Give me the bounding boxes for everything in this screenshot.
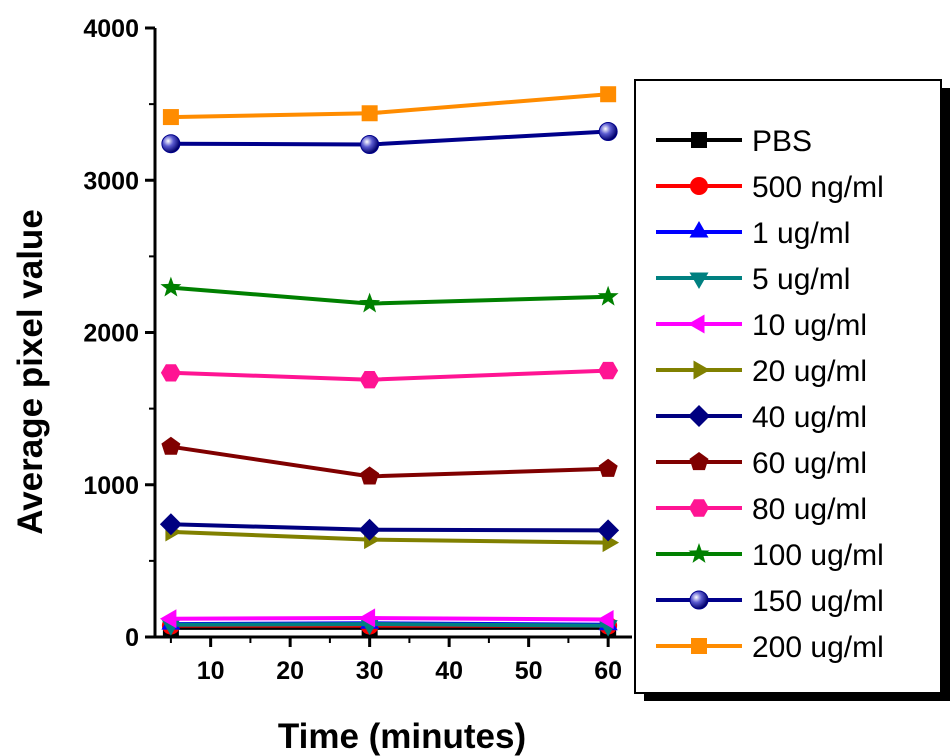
series-60-ug-ml xyxy=(161,436,618,485)
legend-marker-pbs xyxy=(691,132,707,148)
legend-label-40-ug-ml: 40 ug/ml xyxy=(752,401,867,434)
data-point-40-ug-ml xyxy=(159,513,182,536)
legend-marker-60-ug-ml xyxy=(689,452,709,471)
data-point-40-ug-ml xyxy=(597,519,620,542)
data-point-150-ug-ml xyxy=(161,134,181,154)
data-point-100-ug-ml xyxy=(597,285,619,306)
legend-label-1-ug-ml: 1 ug/ml xyxy=(752,217,850,250)
legend-item-60-ug-ml: 60 ug/ml xyxy=(656,447,867,480)
legend-label-10-ug-ml: 10 ug/ml xyxy=(752,309,867,342)
data-point-150-ug-ml xyxy=(598,122,618,142)
series-line-20-ug-ml xyxy=(170,529,609,545)
series-line-60-ug-ml xyxy=(170,444,609,479)
legend-item-40-ug-ml: 40 ug/ml xyxy=(656,401,867,434)
legend-item-100-ug-ml: 100 ug/ml xyxy=(656,539,884,572)
legend-label-20-ug-ml: 20 ug/ml xyxy=(752,355,867,388)
data-point-60-ug-ml xyxy=(598,458,618,477)
y-tick-label: 4000 xyxy=(83,15,139,43)
axis-ticks: 0 1000 2000 3000 4000 10 20 30 40 50 60 xyxy=(83,15,622,685)
legend-label-80-ug-ml: 80 ug/ml xyxy=(752,493,867,526)
legend-label-pbs: PBS xyxy=(752,125,812,158)
legend-label-500-ng-ml: 500 ng/ml xyxy=(752,171,884,204)
x-tick-label: 10 xyxy=(197,657,225,685)
data-point-200-ug-ml xyxy=(162,109,179,126)
series-line-5-ug-ml xyxy=(170,622,609,628)
legend-marker-10-ug-ml xyxy=(688,314,705,334)
data-point-80-ug-ml xyxy=(160,364,181,382)
legend-item-1-ug-ml: 1 ug/ml xyxy=(656,217,850,250)
x-axis-title: Time (minutes) xyxy=(278,717,526,756)
series-line-150-ug-ml xyxy=(170,129,609,147)
data-point-200-ug-ml xyxy=(361,105,378,122)
legend-box xyxy=(634,79,942,694)
x-tick-label: 40 xyxy=(435,657,463,685)
series-150-ug-ml xyxy=(161,122,618,154)
legend-items: PBS 500 ng/ml 1 ug/ml 5 ug/ml 10 ug/ml 20 ug/… xyxy=(656,125,884,664)
series-10-ug-ml xyxy=(159,608,614,629)
x-tick-label: 30 xyxy=(356,657,384,685)
x-tick-label: 20 xyxy=(276,657,304,685)
legend-marker-500-ng-ml xyxy=(690,177,708,195)
data-point-150-ug-ml xyxy=(360,134,380,154)
y-axis-title: Average pixel value xyxy=(11,209,50,535)
data-point-100-ug-ml xyxy=(359,292,381,313)
data-point-200-ug-ml xyxy=(600,86,617,103)
legend-label-200-ug-ml: 200 ug/ml xyxy=(752,631,884,664)
data-point-10-ug-ml xyxy=(597,610,614,629)
data-point-80-ug-ml xyxy=(598,361,619,380)
x-tick-label: 60 xyxy=(594,657,622,685)
data-point-10-ug-ml xyxy=(358,608,376,628)
series-40-ug-ml xyxy=(159,513,620,542)
legend-marker-40-ug-ml xyxy=(688,405,710,427)
series-line-10-ug-ml xyxy=(170,615,609,622)
legend-item-200-ug-ml: 200 ug/ml xyxy=(656,631,884,664)
data-point-100-ug-ml xyxy=(160,276,182,297)
y-tick-label: 2000 xyxy=(83,320,139,348)
series-80-ug-ml xyxy=(160,361,619,389)
series-layer xyxy=(159,86,620,637)
legend-item-pbs: PBS xyxy=(656,125,812,158)
legend-item-80-ug-ml: 80 ug/ml xyxy=(656,493,867,526)
x-tick-label: 50 xyxy=(515,657,543,685)
series-100-ug-ml xyxy=(160,276,619,313)
data-point-40-ug-ml xyxy=(358,518,381,541)
legend-marker-1-ug-ml xyxy=(689,221,709,238)
legend-marker-20-ug-ml xyxy=(693,360,710,380)
series-line-40-ug-ml xyxy=(170,522,609,533)
data-point-60-ug-ml xyxy=(161,436,181,455)
legend-marker-150-ug-ml xyxy=(689,590,709,610)
legend: PBS 500 ng/ml 1 ug/ml 5 ug/ml 10 ug/ml 20 ug/… xyxy=(634,79,950,701)
legend-item-150-ug-ml: 150 ug/ml xyxy=(656,585,884,618)
series-200-ug-ml xyxy=(162,86,617,126)
legend-marker-200-ug-ml xyxy=(691,638,707,654)
legend-label-100-ug-ml: 100 ug/ml xyxy=(752,539,884,572)
series-line-200-ug-ml xyxy=(170,92,609,120)
data-point-80-ug-ml xyxy=(359,371,380,389)
legend-marker-80-ug-ml xyxy=(689,499,709,517)
y-tick-label: 0 xyxy=(125,624,139,652)
legend-label-5-ug-ml: 5 ug/ml xyxy=(752,263,850,296)
y-tick-label: 3000 xyxy=(83,167,139,195)
legend-label-150-ug-ml: 150 ug/ml xyxy=(752,585,884,618)
series-line-80-ug-ml xyxy=(170,368,609,382)
data-point-60-ug-ml xyxy=(360,466,380,485)
legend-marker-5-ug-ml xyxy=(689,272,709,289)
y-tick-label: 1000 xyxy=(83,472,139,500)
data-point-10-ug-ml xyxy=(159,609,177,629)
legend-item-10-ug-ml: 10 ug/ml xyxy=(656,309,867,342)
legend-item-20-ug-ml: 20 ug/ml xyxy=(656,355,867,388)
series-line-100-ug-ml xyxy=(170,285,609,306)
legend-label-60-ug-ml: 60 ug/ml xyxy=(752,447,867,480)
legend-item-500-ng-ml: 500 ng/ml xyxy=(656,171,884,204)
legend-item-5-ug-ml: 5 ug/ml xyxy=(656,263,850,296)
legend-marker-100-ug-ml xyxy=(688,543,710,563)
